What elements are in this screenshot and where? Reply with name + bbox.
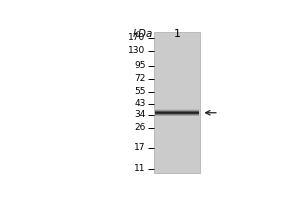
Text: 130: 130 [128,46,146,55]
Bar [154,32,200,173]
Text: 95: 95 [134,61,146,70]
Text: 170: 170 [128,33,146,42]
Text: 43: 43 [134,99,146,108]
Text: kDa: kDa [133,29,154,39]
Text: 1: 1 [173,29,181,39]
Text: 72: 72 [134,74,146,83]
Text: 34: 34 [134,110,146,119]
Text: 26: 26 [134,123,146,132]
Text: 11: 11 [134,164,146,173]
Text: 17: 17 [134,143,146,152]
Text: 55: 55 [134,87,146,96]
